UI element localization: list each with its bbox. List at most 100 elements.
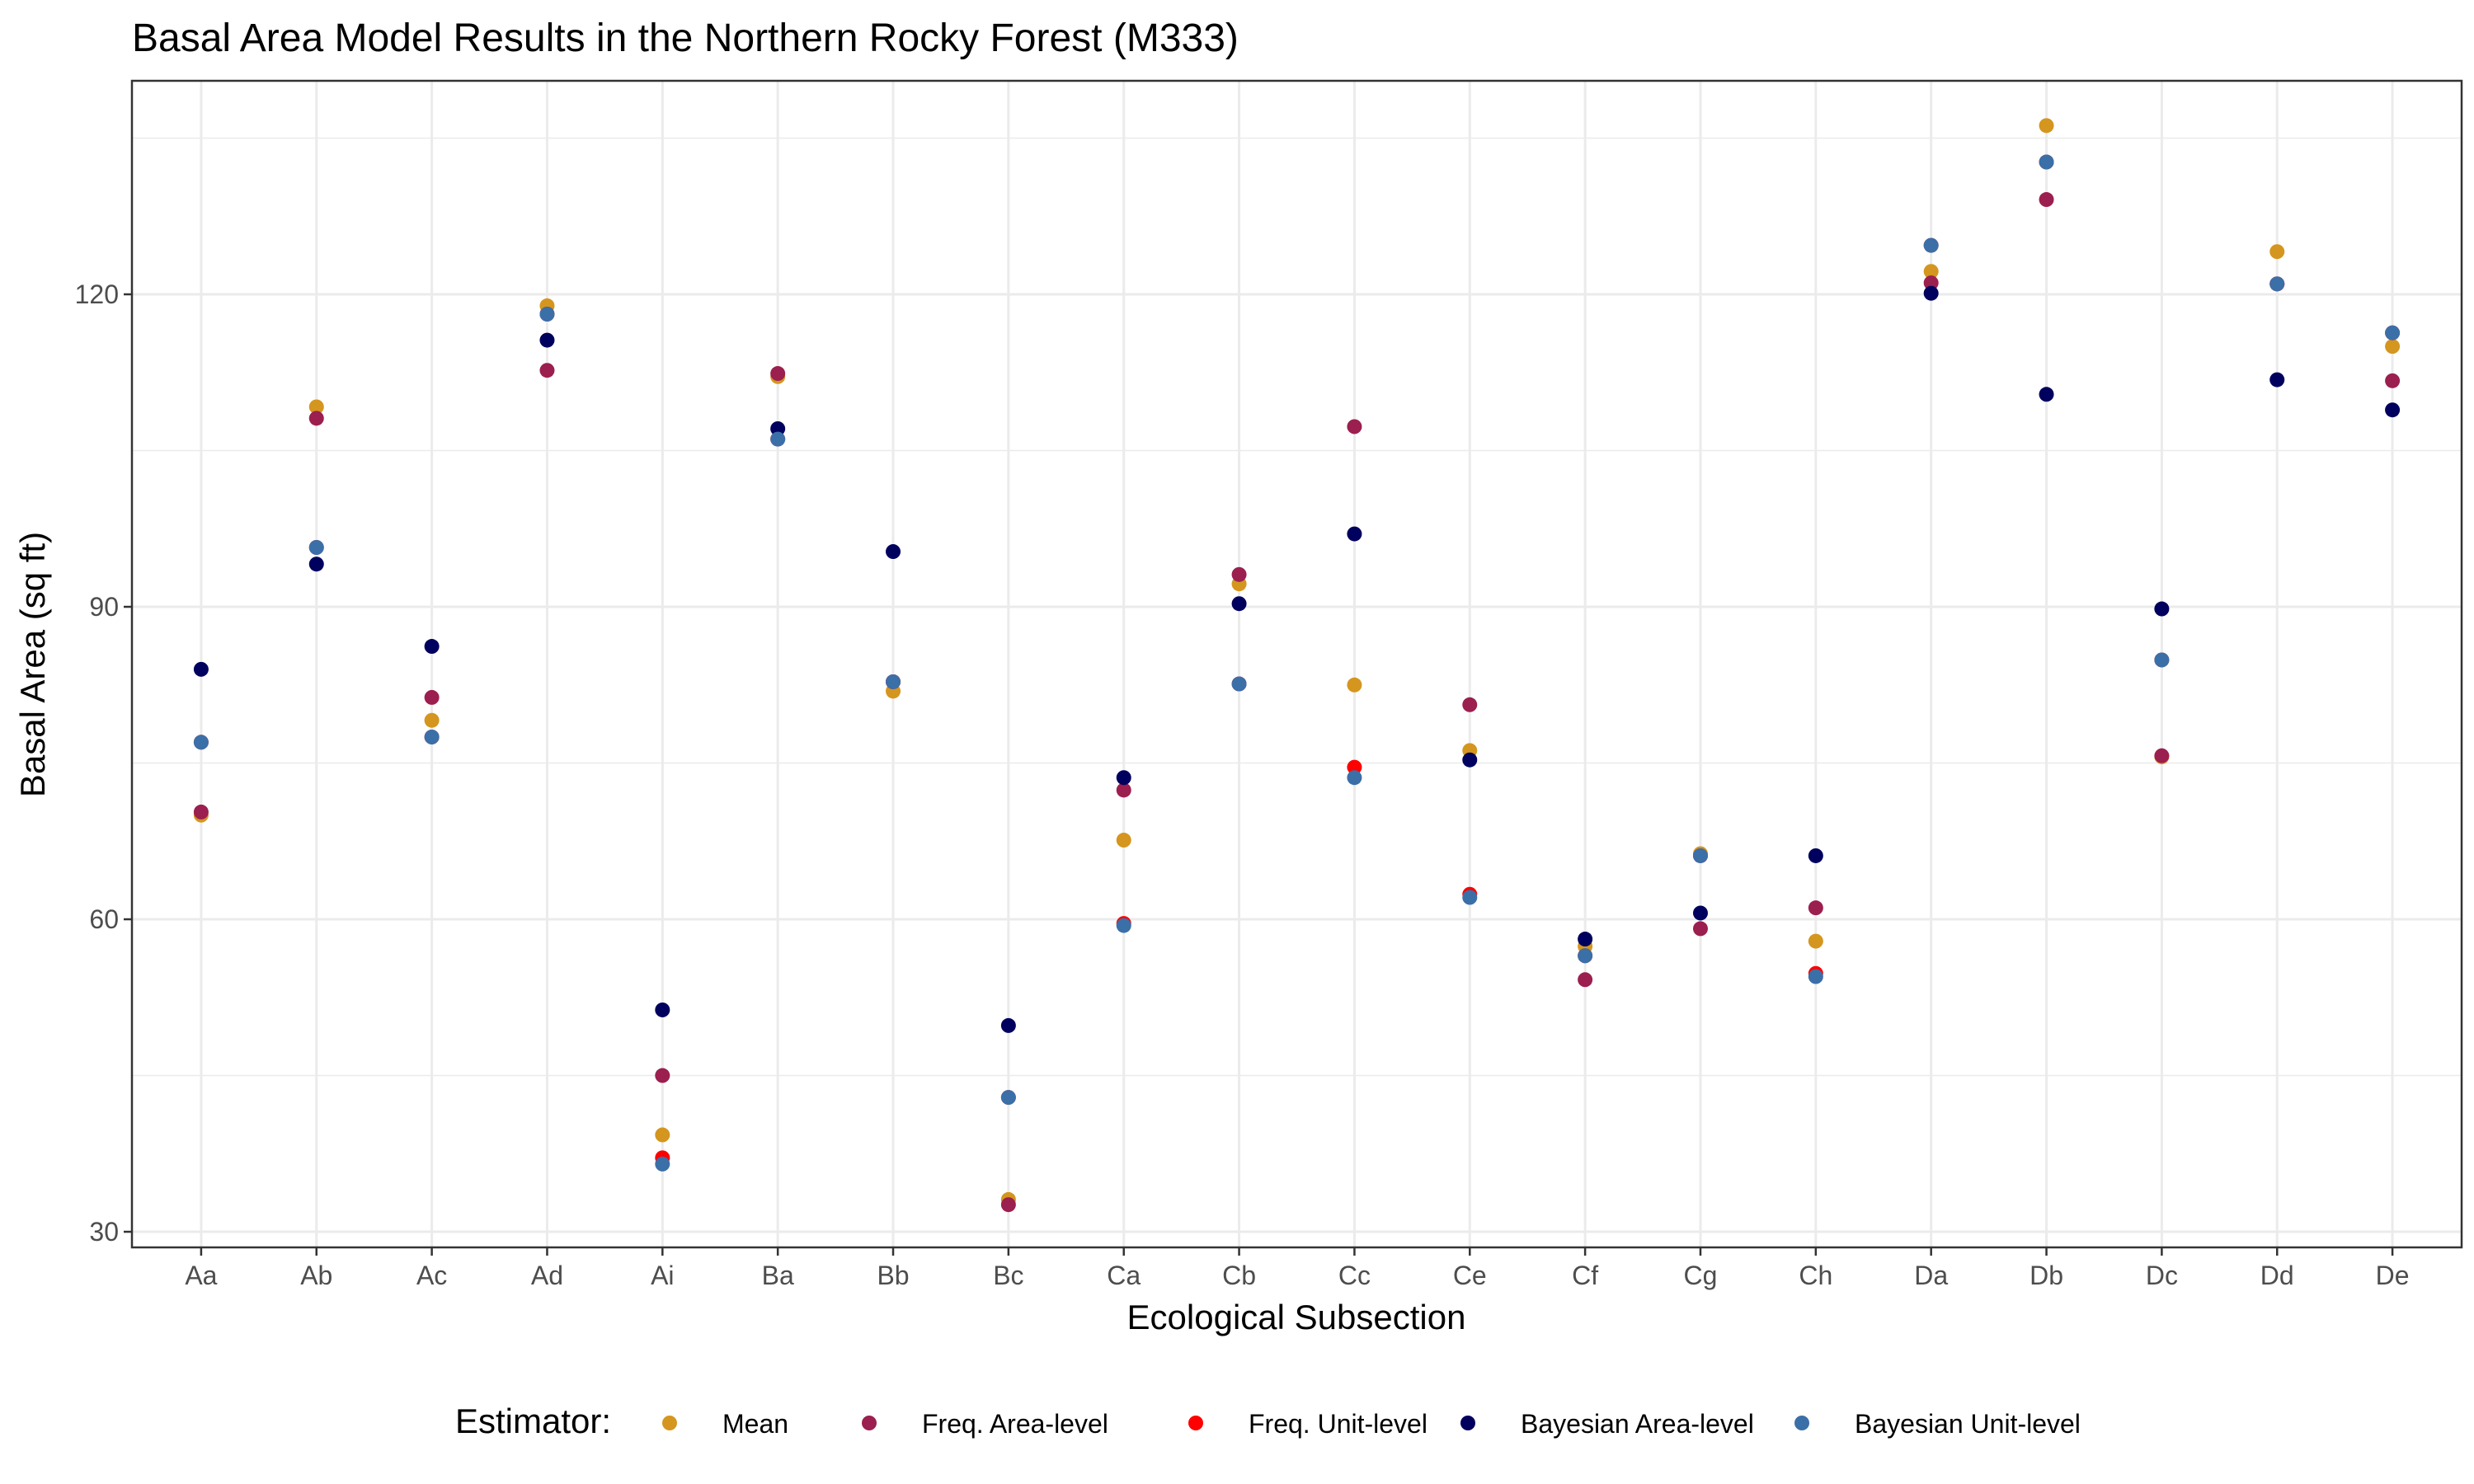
point-freq-area-level <box>2154 748 2170 763</box>
point-bayesian-area-level <box>193 661 209 677</box>
point-bayesian-unit-level <box>308 540 324 555</box>
legend-key-freq-unit-level <box>1188 1416 1203 1430</box>
point-mean <box>2039 118 2054 134</box>
point-freq-area-level <box>770 366 786 382</box>
x-axis: Aa Ab Ac Ad Ai Ba Bb Bc Ca Cb Cc Ce Cf Cg Ch Da Db Dc Dd De <box>185 1247 2410 1290</box>
point-bayesian-area-level <box>1231 596 1247 612</box>
point-bayesian-area-level <box>770 420 786 436</box>
y-axis-title: Basal Area (sq ft) <box>13 532 52 797</box>
legend: Estimator: Mean Freq. Area-level Freq. Uni… <box>455 1402 2081 1440</box>
x-tick-label: Cf <box>1572 1261 1598 1290</box>
point-bayesian-unit-level <box>1462 890 1478 905</box>
point-bayesian-area-level <box>1462 752 1478 768</box>
legend-label-mean: Mean <box>722 1409 788 1439</box>
point-mean <box>424 712 440 728</box>
point-bayesian-unit-level <box>1231 676 1247 692</box>
point-freq-area-level <box>1923 275 1939 291</box>
x-tick-label: Ac <box>416 1261 447 1290</box>
point-mean <box>2269 244 2285 260</box>
point-freq-area-level <box>1808 900 1823 916</box>
point-bayesian-area-level <box>2385 402 2401 418</box>
data-points <box>193 118 2401 1213</box>
point-bayesian-area-level <box>1116 770 1131 786</box>
point-bayesian-area-level <box>1000 1017 1016 1033</box>
point-bayesian-area-level <box>1923 285 1939 301</box>
point-bayesian-unit-level <box>886 674 901 689</box>
point-freq-area-level <box>1000 1197 1016 1213</box>
point-bayesian-unit-level <box>2039 154 2054 170</box>
y-tick-label: 60 <box>89 904 119 934</box>
x-tick-label: Bb <box>877 1261 909 1290</box>
legend-label-bayesian-area-level: Bayesian Area-level <box>1521 1409 1754 1439</box>
point-bayesian-unit-level <box>2385 325 2401 340</box>
x-tick-label: Cg <box>1684 1261 1718 1290</box>
point-bayesian-unit-level <box>2269 276 2285 292</box>
legend-label-bayesian-unit-level: Bayesian Unit-level <box>1855 1409 2081 1439</box>
point-bayesian-area-level <box>1692 905 1708 921</box>
point-bayesian-area-level <box>886 544 901 560</box>
point-mean <box>2385 339 2401 355</box>
x-tick-label: Cb <box>1222 1261 1256 1290</box>
y-tick-label: 90 <box>89 592 119 622</box>
point-freq-area-level <box>655 1068 670 1083</box>
grid-major <box>132 81 2462 1247</box>
x-tick-label: Aa <box>185 1261 217 1290</box>
point-bayesian-unit-level <box>1347 770 1362 786</box>
point-freq-area-level <box>2385 373 2401 388</box>
point-bayesian-area-level <box>2039 387 2054 402</box>
point-bayesian-area-level <box>2154 601 2170 617</box>
point-freq-area-level <box>424 689 440 705</box>
point-freq-area-level <box>539 363 555 378</box>
x-tick-label: De <box>2376 1261 2410 1290</box>
x-tick-label: Bc <box>993 1261 1023 1290</box>
x-tick-label: Ca <box>1107 1261 1141 1290</box>
point-freq-area-level <box>308 411 324 426</box>
point-freq-area-level <box>1231 566 1247 582</box>
point-bayesian-unit-level <box>424 729 440 744</box>
point-bayesian-unit-level <box>193 735 209 750</box>
x-tick-label: Ba <box>762 1261 794 1290</box>
point-freq-area-level <box>2039 192 2054 208</box>
point-bayesian-area-level <box>1808 848 1823 863</box>
legend-key-bayesian-unit-level <box>1794 1416 1809 1430</box>
legend-key-bayesian-area-level <box>1460 1416 1475 1430</box>
x-tick-label: Da <box>1914 1261 1948 1290</box>
point-bayesian-area-level <box>308 556 324 572</box>
chart-title: Basal Area Model Results in the Northern… <box>132 16 1239 60</box>
point-bayesian-unit-level <box>1578 948 1593 964</box>
plot-border <box>130 79 2463 1249</box>
point-bayesian-area-level <box>539 332 555 348</box>
point-mean <box>655 1127 670 1143</box>
point-bayesian-area-level <box>1347 526 1362 542</box>
x-tick-label: Ch <box>1799 1261 1832 1290</box>
point-bayesian-unit-level <box>1923 237 1939 253</box>
legend-key-freq-area-level <box>862 1416 877 1430</box>
x-tick-label: Ad <box>531 1261 563 1290</box>
grid-minor <box>132 137 2462 1077</box>
x-tick-label: Ce <box>1453 1261 1487 1290</box>
y-tick-label: 30 <box>89 1217 119 1247</box>
point-bayesian-unit-level <box>1808 969 1823 984</box>
point-bayesian-unit-level <box>655 1156 670 1172</box>
point-mean <box>1116 833 1131 848</box>
point-bayesian-unit-level <box>1000 1090 1016 1106</box>
point-freq-area-level <box>1692 921 1708 937</box>
point-bayesian-unit-level <box>539 307 555 322</box>
x-tick-label: Ab <box>300 1261 332 1290</box>
point-bayesian-unit-level <box>2154 652 2170 668</box>
point-mean <box>1923 264 1939 279</box>
point-bayesian-area-level <box>655 1002 670 1017</box>
point-mean <box>1347 677 1362 693</box>
x-tick-label: Ai <box>651 1261 674 1290</box>
point-bayesian-unit-level <box>1692 848 1708 863</box>
legend-label-freq-unit-level: Freq. Unit-level <box>1249 1409 1427 1439</box>
plot-panel <box>132 81 2462 1247</box>
x-tick-label: Dd <box>2260 1261 2294 1290</box>
point-freq-area-level <box>193 804 209 819</box>
point-freq-area-level <box>1578 972 1593 988</box>
point-freq-unit-level <box>1347 759 1362 775</box>
point-bayesian-unit-level <box>770 431 786 447</box>
x-axis-title: Ecological Subsection <box>1127 1298 1466 1336</box>
point-freq-area-level <box>1116 782 1131 798</box>
y-axis: 30 60 90 120 <box>75 279 132 1247</box>
